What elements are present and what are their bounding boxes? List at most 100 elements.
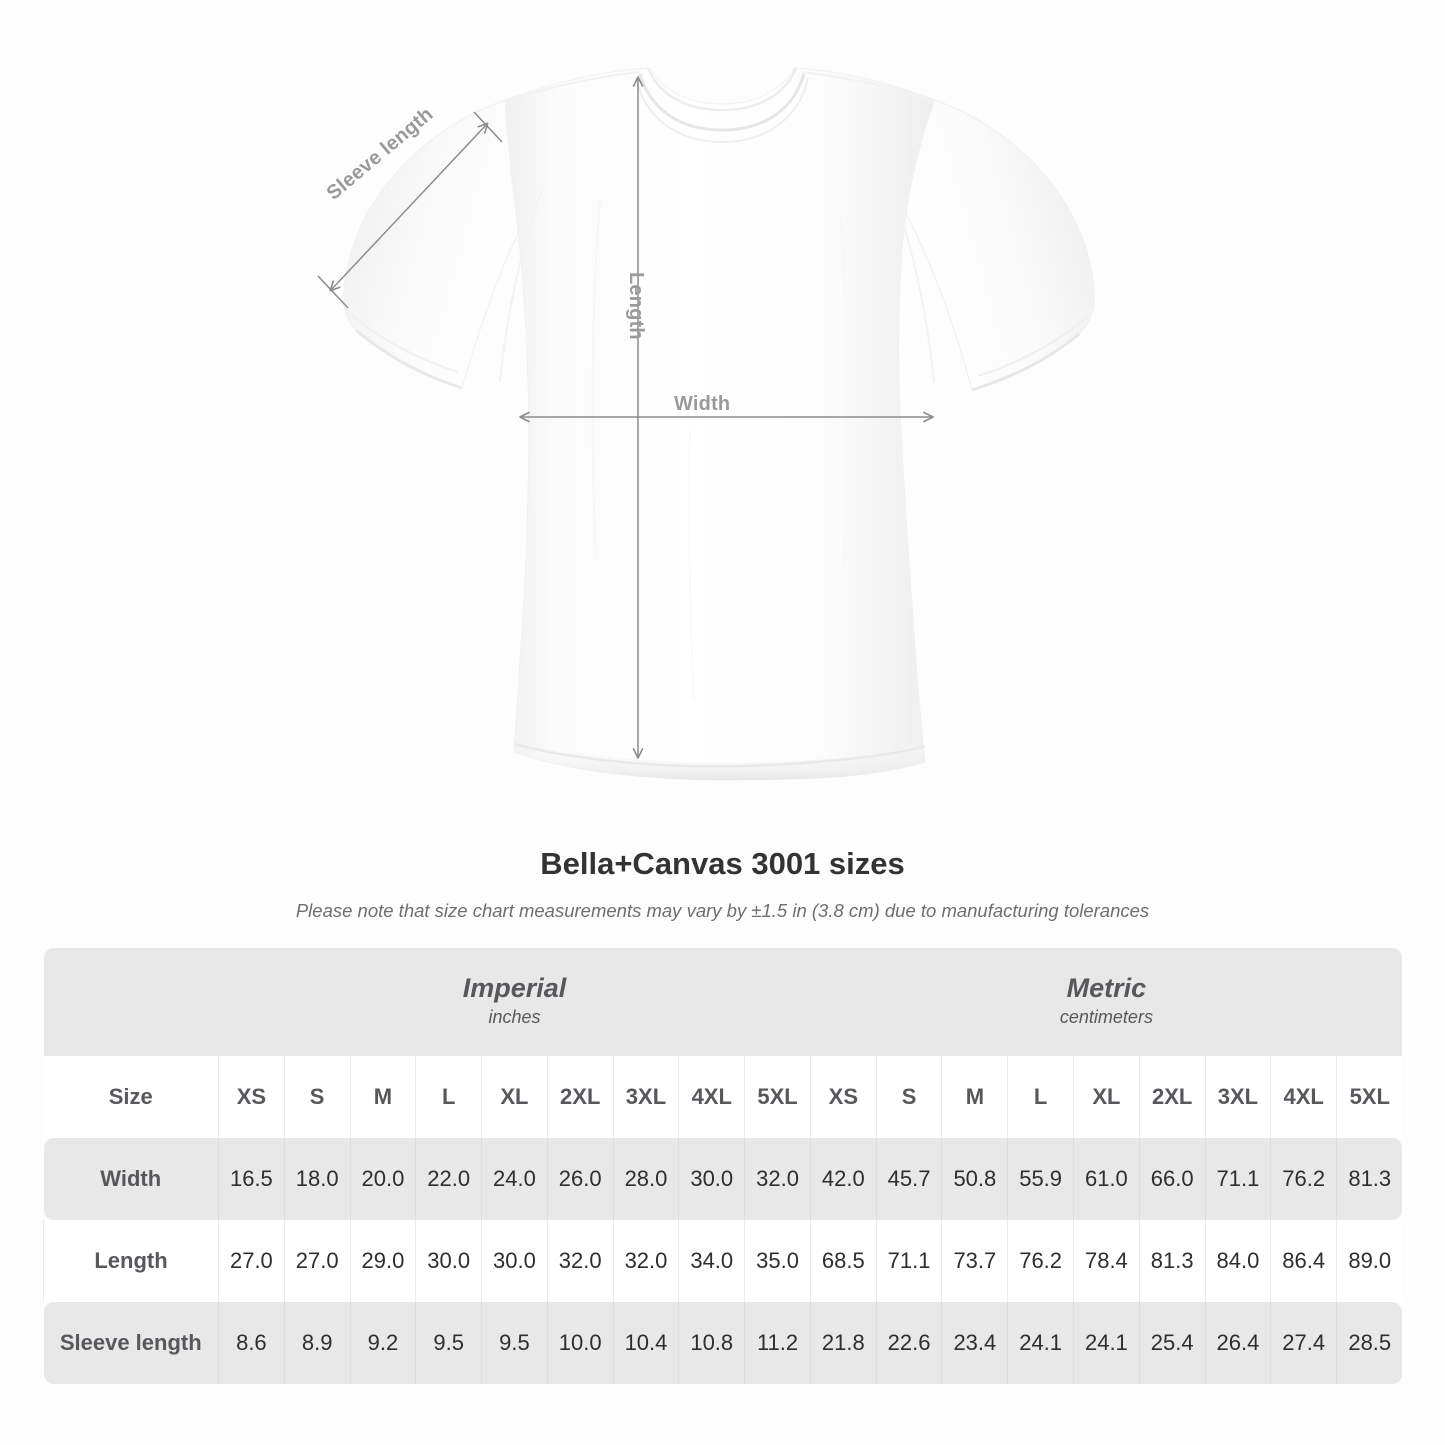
cell-0-10: 45.7	[875, 1138, 942, 1220]
cell-0-13: 61.0	[1073, 1138, 1140, 1220]
cell-0-9: 42.0	[809, 1138, 877, 1220]
size-header-cell-6: 3XL	[612, 1056, 679, 1138]
width-label: Width	[674, 393, 731, 415]
cell-0-4: 24.0	[481, 1138, 548, 1220]
size-header-cell-10: S	[875, 1056, 942, 1138]
size-header-cell-1: S	[283, 1056, 351, 1138]
cell-0-12: 55.9	[1007, 1138, 1074, 1220]
size-header-cell-13: XL	[1073, 1056, 1140, 1138]
size-header-cell-4: XL	[481, 1056, 548, 1138]
row-label-sleeve-length: Sleeve length	[43, 1302, 219, 1384]
cell-0-16: 76.2	[1270, 1138, 1337, 1220]
cell-0-6: 28.0	[612, 1138, 679, 1220]
cell-1-17: 89.0	[1336, 1220, 1403, 1302]
cell-0-2: 20.0	[349, 1138, 416, 1220]
cell-2-6: 10.4	[612, 1302, 679, 1384]
size-header-cell-5: 2XL	[546, 1056, 614, 1138]
cell-2-13: 24.1	[1073, 1302, 1140, 1384]
cell-1-11: 73.7	[941, 1220, 1008, 1302]
size-header-cell-0: XS	[218, 1056, 285, 1138]
cell-1-3: 30.0	[415, 1220, 482, 1302]
cell-1-2: 29.0	[349, 1220, 416, 1302]
cell-1-13: 78.4	[1073, 1220, 1140, 1302]
cell-1-16: 86.4	[1270, 1220, 1337, 1302]
unit-group-name: Imperial	[462, 972, 567, 1003]
cell-1-0: 27.0	[218, 1220, 285, 1302]
size-header-cell-9: XS	[809, 1056, 877, 1138]
size-header-label: Size	[43, 1056, 219, 1138]
page-title: Bella+Canvas 3001 sizes	[540, 846, 905, 881]
size-table-wrapper: Imperial inches Metric centimeters Size XS S M L…	[43, 948, 1403, 1384]
cell-0-11: 50.8	[941, 1138, 1008, 1220]
unit-group-name: Metric	[1066, 972, 1147, 1003]
table-row: Length 27.0 27.0 29.0 30.0 30.0 32.0 32.0 34.0 35…	[43, 1220, 1403, 1302]
unit-row-spacer	[43, 948, 219, 1056]
cell-2-8: 11.2	[744, 1302, 811, 1384]
cell-0-14: 66.0	[1138, 1138, 1206, 1220]
unit-header-row: Imperial inches Metric centimeters	[43, 948, 1403, 1056]
cell-0-15: 71.1	[1204, 1138, 1271, 1220]
unit-group-imperial: Imperial inches	[218, 948, 811, 1056]
cell-1-7: 34.0	[678, 1220, 745, 1302]
cell-1-14: 81.3	[1138, 1220, 1206, 1302]
cell-2-5: 10.0	[546, 1302, 614, 1384]
tshirt-shape	[343, 67, 1095, 781]
cell-2-1: 8.9	[283, 1302, 351, 1384]
length-label: Length	[625, 272, 647, 340]
cell-1-9: 68.5	[809, 1220, 877, 1302]
cell-0-0: 16.5	[218, 1138, 285, 1220]
cell-0-1: 18.0	[283, 1138, 351, 1220]
cell-2-12: 24.1	[1007, 1302, 1074, 1384]
cell-0-5: 26.0	[546, 1138, 614, 1220]
row-label-width: Width	[43, 1138, 219, 1220]
sleeve-arrow	[329, 122, 489, 292]
unit-group-subtitle: centimeters	[1059, 1007, 1153, 1028]
size-header-row: Size XS S M L XL 2XL 3XL 4XL 5XL XS S M L XL 2XL 3XL 4XL 5…	[43, 1056, 1403, 1138]
cell-1-8: 35.0	[744, 1220, 811, 1302]
size-header-cell-14: 2XL	[1138, 1056, 1206, 1138]
cell-2-3: 9.5	[415, 1302, 482, 1384]
measurement-lines	[317, 76, 934, 759]
unit-group-metric: Metric centimeters	[810, 948, 1403, 1056]
sleeve-cap-upper	[473, 111, 503, 143]
cell-0-3: 22.0	[415, 1138, 482, 1220]
table-row: Sleeve length 8.6 8.9 9.2 9.5 9.5 10.0 10.4 10.8…	[43, 1302, 1403, 1384]
size-header-cell-16: 4XL	[1270, 1056, 1337, 1138]
cell-2-15: 26.4	[1204, 1302, 1271, 1384]
cell-2-4: 9.5	[481, 1302, 548, 1384]
cell-2-16: 27.4	[1270, 1302, 1337, 1384]
shirt-diagram: Sleeve length Length Width	[317, 67, 1095, 781]
size-header-cell-8: 5XL	[744, 1056, 811, 1138]
size-header-cell-2: M	[349, 1056, 416, 1138]
cell-1-5: 32.0	[546, 1220, 614, 1302]
cell-2-14: 25.4	[1138, 1302, 1206, 1384]
cell-1-10: 71.1	[875, 1220, 942, 1302]
cell-1-6: 32.0	[612, 1220, 679, 1302]
cell-2-7: 10.8	[678, 1302, 745, 1384]
cell-1-12: 76.2	[1007, 1220, 1074, 1302]
cell-0-7: 30.0	[678, 1138, 745, 1220]
title-block: Bella+Canvas 3001 sizes Please note that…	[0, 830, 1445, 922]
size-header-cell-3: L	[415, 1056, 482, 1138]
row-label-length: Length	[43, 1220, 219, 1302]
sleeve-cap-lower	[317, 275, 349, 309]
cell-1-15: 84.0	[1204, 1220, 1271, 1302]
cell-2-2: 9.2	[349, 1302, 416, 1384]
cell-0-17: 81.3	[1336, 1138, 1403, 1220]
tolerance-note: Please note that size chart measurements…	[295, 900, 1150, 921]
cell-2-10: 22.6	[875, 1302, 942, 1384]
size-header-cell-7: 4XL	[678, 1056, 745, 1138]
size-header-cell-11: M	[941, 1056, 1008, 1138]
cell-2-9: 21.8	[809, 1302, 877, 1384]
size-table: Imperial inches Metric centimeters Size XS S M L…	[43, 948, 1403, 1384]
table-row: Width 16.5 18.0 20.0 22.0 24.0 26.0 28.0 30.0 32.…	[43, 1138, 1403, 1220]
cell-1-4: 30.0	[481, 1220, 548, 1302]
size-header-cell-12: L	[1007, 1056, 1074, 1138]
cell-1-1: 27.0	[283, 1220, 351, 1302]
size-header-cell-17: 5XL	[1336, 1056, 1403, 1138]
cell-0-8: 32.0	[744, 1138, 811, 1220]
cell-2-11: 23.4	[941, 1302, 1008, 1384]
cell-2-0: 8.6	[218, 1302, 285, 1384]
tshirt-illustration	[317, 67, 1095, 781]
